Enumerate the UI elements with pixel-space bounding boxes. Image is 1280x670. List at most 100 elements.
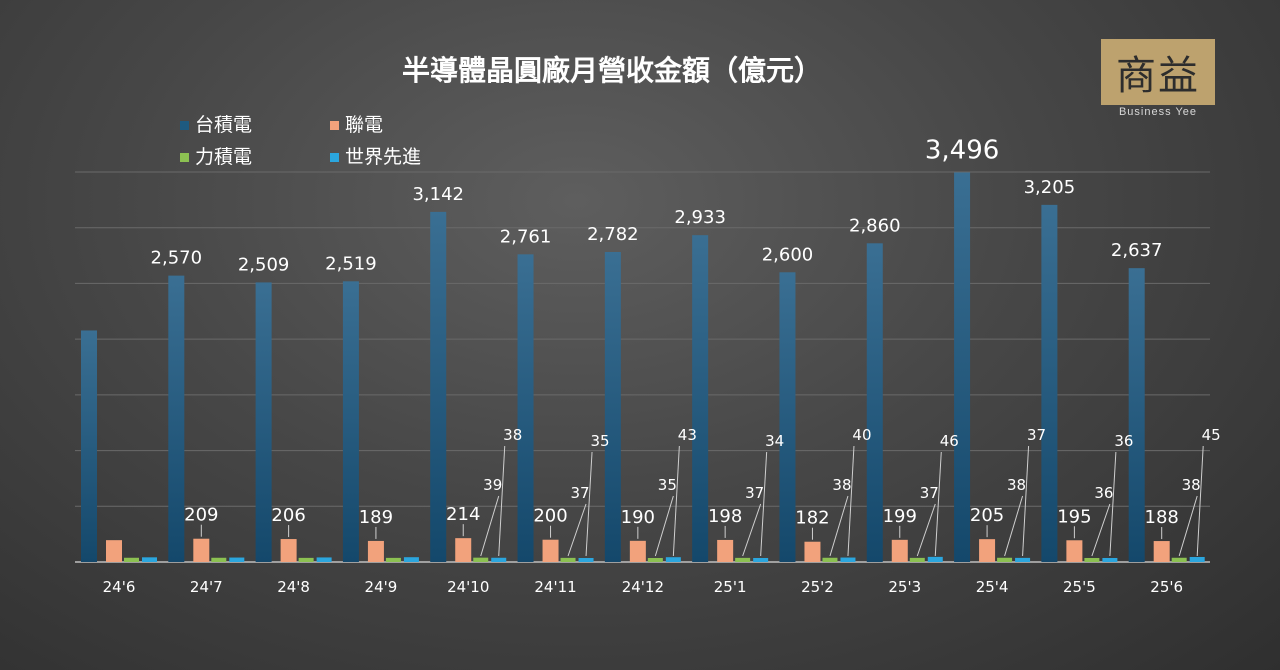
bar bbox=[280, 539, 297, 562]
bar bbox=[840, 557, 856, 562]
leader-line bbox=[1091, 503, 1111, 557]
data-label: 45 bbox=[1202, 426, 1221, 444]
bar bbox=[168, 275, 185, 562]
data-label: 37 bbox=[920, 484, 939, 502]
brand-logo-mark: 商益 bbox=[1116, 53, 1200, 99]
bar bbox=[367, 540, 384, 562]
bar bbox=[124, 557, 139, 562]
data-label: 38 bbox=[1007, 476, 1026, 494]
bar bbox=[517, 254, 534, 563]
x-tick-label: 24'10 bbox=[447, 578, 489, 596]
data-label: 200 bbox=[533, 506, 567, 527]
bar bbox=[403, 557, 419, 562]
data-label: 206 bbox=[271, 505, 305, 526]
bar bbox=[909, 557, 925, 562]
bar bbox=[1128, 268, 1145, 562]
bar bbox=[298, 557, 314, 562]
data-label: 36 bbox=[1094, 484, 1113, 502]
leader-line bbox=[1004, 495, 1024, 557]
legend-label: 力積電 bbox=[195, 146, 252, 168]
leader-line bbox=[847, 445, 855, 557]
x-tick-label: 25'1 bbox=[714, 578, 747, 596]
bar bbox=[927, 556, 943, 562]
data-label: 35 bbox=[590, 432, 609, 450]
bar bbox=[1189, 556, 1205, 562]
bar bbox=[193, 538, 210, 562]
bar bbox=[1153, 541, 1170, 562]
leader-line bbox=[567, 503, 587, 557]
data-label: 36 bbox=[1114, 432, 1133, 450]
bar bbox=[665, 557, 681, 562]
bar bbox=[692, 235, 709, 562]
data-label: 37 bbox=[570, 484, 589, 502]
data-label: 2,509 bbox=[238, 254, 290, 275]
bar bbox=[211, 557, 227, 562]
x-tick-label: 24'9 bbox=[365, 578, 398, 596]
bar bbox=[954, 172, 971, 562]
bar bbox=[473, 557, 489, 562]
bar bbox=[753, 558, 769, 562]
chart-title: 半導體晶圓廠月營收金額（億元） bbox=[402, 54, 822, 87]
data-label: 209 bbox=[184, 505, 218, 526]
data-label: 2,761 bbox=[500, 226, 552, 247]
x-tick-label: 24'8 bbox=[277, 578, 310, 596]
data-label: 3,142 bbox=[412, 184, 464, 205]
data-label: 37 bbox=[1027, 426, 1046, 444]
legend-label: 台積電 bbox=[195, 114, 252, 136]
brand-logo-subtitle: Business Yee bbox=[1118, 106, 1198, 118]
bar bbox=[979, 539, 996, 562]
bars bbox=[81, 172, 1205, 563]
data-label: 190 bbox=[621, 507, 655, 528]
x-tick-label: 24'12 bbox=[622, 578, 664, 596]
legend-label: 世界先進 bbox=[345, 146, 421, 168]
x-tick-label: 25'6 bbox=[1150, 578, 1183, 596]
bar bbox=[647, 558, 663, 562]
data-label: 43 bbox=[678, 426, 697, 444]
data-label: 46 bbox=[940, 432, 959, 450]
data-label: 2,600 bbox=[762, 244, 814, 265]
leader-line bbox=[1178, 495, 1198, 557]
bar bbox=[1084, 557, 1100, 562]
leader-line bbox=[742, 503, 762, 557]
data-label: 35 bbox=[658, 476, 677, 494]
bar bbox=[491, 557, 507, 562]
bar bbox=[717, 539, 734, 562]
data-label: 198 bbox=[708, 506, 742, 527]
x-tick-label: 24'6 bbox=[103, 578, 136, 596]
data-label: 38 bbox=[832, 476, 851, 494]
bar bbox=[1102, 557, 1118, 562]
bar bbox=[560, 557, 576, 562]
legend-label: 聯電 bbox=[345, 114, 383, 136]
bar bbox=[891, 539, 908, 562]
data-label: 34 bbox=[765, 432, 784, 450]
legend-swatch bbox=[180, 121, 189, 130]
data-label: 2,933 bbox=[674, 207, 726, 228]
leader-line bbox=[480, 495, 500, 557]
x-tick-label: 25'5 bbox=[1063, 578, 1096, 596]
data-label: 37 bbox=[745, 484, 764, 502]
bar bbox=[804, 541, 821, 562]
leader-line bbox=[1022, 445, 1030, 557]
x-tick-label: 24'11 bbox=[534, 578, 576, 596]
bar bbox=[142, 557, 157, 562]
bar bbox=[385, 557, 401, 562]
bar bbox=[1041, 204, 1058, 562]
data-label: 188 bbox=[1145, 507, 1179, 528]
bar bbox=[822, 557, 838, 562]
bar bbox=[578, 558, 594, 562]
leader-line bbox=[1109, 451, 1117, 557]
x-tick-label: 25'4 bbox=[976, 578, 1009, 596]
leader-line bbox=[672, 445, 680, 557]
data-label: 40 bbox=[852, 426, 871, 444]
bar bbox=[106, 540, 122, 562]
leader-line bbox=[1196, 445, 1204, 557]
gridlines bbox=[75, 171, 1210, 563]
data-label: 189 bbox=[359, 507, 393, 528]
data-label: 2,860 bbox=[849, 215, 901, 236]
x-tick-label: 25'3 bbox=[888, 578, 921, 596]
bar bbox=[604, 252, 621, 562]
bar bbox=[866, 243, 883, 563]
